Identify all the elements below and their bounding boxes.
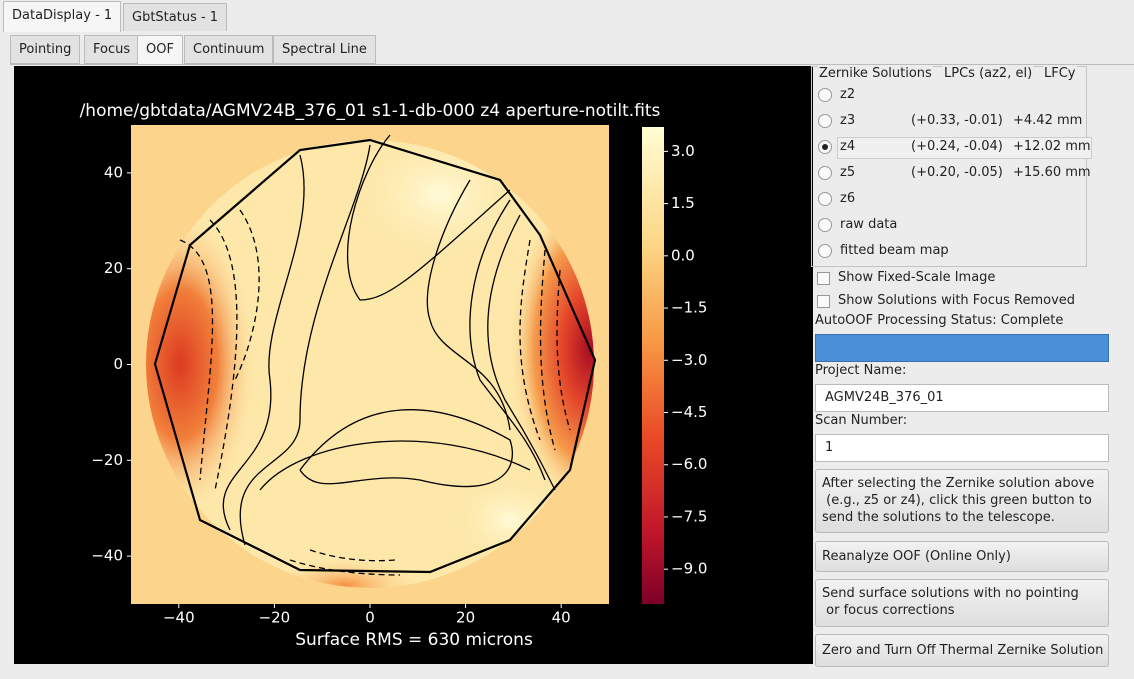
lpc-value: (+0.33, -0.01) <box>911 113 1003 128</box>
colorbar-tick-label: −7.5 <box>671 507 707 525</box>
scan-input[interactable]: 1 <box>815 434 1109 462</box>
heatmap-image <box>131 125 609 604</box>
checkbox[interactable] <box>817 295 830 308</box>
x-tick-label: −40 <box>163 609 195 627</box>
colorbar-tick-label: −6.0 <box>671 455 707 473</box>
lpc-value: (+0.20, -0.05) <box>911 165 1003 180</box>
lfc-value: +15.60 mm <box>1013 165 1091 180</box>
zernike-header: LFCy <box>1043 66 1077 81</box>
option-label: z3 <box>840 113 856 128</box>
y-tick-label: −40 <box>91 547 123 565</box>
option-label: z6 <box>840 191 856 206</box>
chart: /home/gbtdata/AGMV24B_376_01 s1-1-db-000… <box>14 66 813 664</box>
option-label: raw data <box>840 217 898 232</box>
status-label: AutoOOF Processing Status: Complete <box>815 313 1064 328</box>
subtab[interactable]: Spectral Line <box>273 35 376 64</box>
lfc-value: +4.42 mm <box>1013 113 1083 128</box>
progress-bar <box>815 334 1109 362</box>
x-tick-label: 40 <box>552 609 571 627</box>
colorbar-tick-label: 0.0 <box>671 246 695 264</box>
lpc-value: (+0.24, -0.04) <box>911 139 1003 154</box>
button[interactable]: After selecting the Zernike solution abo… <box>815 469 1109 533</box>
radio-button[interactable] <box>818 114 832 128</box>
radio-button[interactable] <box>818 140 832 154</box>
tab[interactable]: GbtStatus - 1 <box>123 3 228 31</box>
radio-button[interactable] <box>818 192 832 206</box>
x-tick-label: 0 <box>365 609 375 627</box>
tab[interactable]: DataDisplay - 1 <box>3 1 122 32</box>
option-label: fitted beam map <box>840 243 949 258</box>
checkbox-label: Show Fixed-Scale Image <box>838 270 996 285</box>
checkbox[interactable] <box>817 272 830 285</box>
y-tick-label: −20 <box>91 451 123 469</box>
project-label: Project Name: <box>815 363 907 378</box>
subtab[interactable]: OOF <box>137 35 183 64</box>
scan-label: Scan Number: <box>815 413 908 428</box>
subtab[interactable]: Continuum <box>184 35 274 64</box>
x-tick-label: −20 <box>259 609 291 627</box>
chart-title: /home/gbtdata/AGMV24B_376_01 s1-1-db-000… <box>80 101 661 121</box>
option-label: z5 <box>840 165 856 180</box>
option-label: z2 <box>840 87 856 102</box>
colorbar-tick-label: −4.5 <box>671 403 707 421</box>
option-label: z4 <box>840 139 856 154</box>
subtab[interactable]: Pointing <box>10 35 81 64</box>
x-axis-label: Surface RMS = 630 microns <box>295 630 533 650</box>
button[interactable]: Zero and Turn Off Thermal Zernike Soluti… <box>815 634 1109 667</box>
lfc-value: +12.02 mm <box>1013 139 1091 154</box>
radio-button[interactable] <box>818 244 832 258</box>
button[interactable]: Reanalyze OOF (Online Only) <box>815 541 1109 572</box>
selection-highlight <box>837 137 1092 159</box>
x-tick-label: 20 <box>456 609 475 627</box>
y-tick-label: 0 <box>113 355 123 373</box>
zernike-header: LPCs (az2, el) <box>943 66 1034 81</box>
colorbar-tick-label: −3.0 <box>671 351 707 369</box>
checkbox-label: Show Solutions with Focus Removed <box>838 293 1076 308</box>
y-tick-label: 40 <box>104 163 123 181</box>
button[interactable]: Send surface solutions with no pointing … <box>815 579 1109 627</box>
colorbar-tick-label: −1.5 <box>671 299 707 317</box>
subtab[interactable]: Focus <box>84 35 140 64</box>
colorbar <box>642 127 664 604</box>
colorbar-tick-label: 3.0 <box>671 142 695 160</box>
zernike-header: Zernike Solutions <box>818 66 933 81</box>
radio-button[interactable] <box>818 218 832 232</box>
radio-button[interactable] <box>818 166 832 180</box>
colorbar-tick-label: −9.0 <box>671 560 707 578</box>
radio-button[interactable] <box>818 88 832 102</box>
y-tick-label: 20 <box>104 259 123 277</box>
project-input[interactable]: AGMV24B_376_01 <box>815 384 1109 412</box>
colorbar-tick-label: 1.5 <box>671 194 695 212</box>
